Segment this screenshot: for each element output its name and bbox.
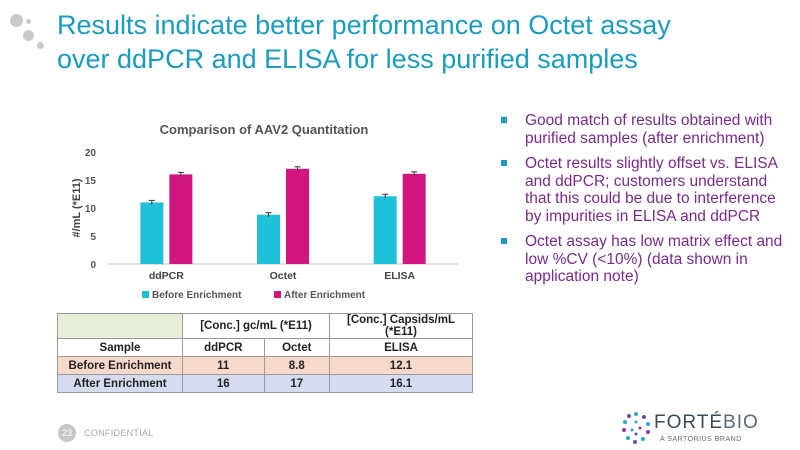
y-tick-label: 15 (85, 176, 97, 187)
bullet-marker-icon (501, 117, 507, 123)
chart-title: Comparison of AAV2 Quantitation (159, 122, 369, 137)
bullet-text: Good match of results obtained with puri… (525, 112, 773, 147)
logo-wordmark: FORTÉBIO (654, 412, 759, 434)
logo-mark-icon (622, 412, 650, 444)
table-header-cell: ddPCR (182, 338, 265, 357)
legend-label: Before Enrichment (152, 290, 242, 301)
legend-label: After Enrichment (284, 290, 366, 301)
slide-title-line-1: Results indicate better performance on O… (57, 10, 671, 40)
bar (373, 196, 397, 264)
table-row: Before Enrichment 11 8.8 12.1 (57, 356, 473, 375)
y-axis-title: #/mL (*E11) (71, 178, 83, 237)
y-tick-label: 5 (90, 232, 96, 243)
bullet-marker-icon (501, 238, 507, 244)
bullet-marker-icon (501, 160, 507, 166)
table-row: After Enrichment 16 17 16.1 (57, 374, 473, 393)
x-tick-label: ddPCR (149, 270, 184, 282)
x-tick-label: ELISA (384, 270, 415, 282)
table-header-cell: Octet (263, 338, 331, 357)
chart-canvas: #/mL (*E11) 0 5 10 15 20 ddPCR Octet ELISA Before… (71, 148, 458, 301)
table-cell: 11 (182, 356, 265, 375)
bullet-item: Good match of results obtained with puri… (498, 112, 790, 147)
bar (140, 202, 164, 264)
table-header-row: Sample ddPCR Octet ELISA (57, 338, 473, 357)
table-cell: 12.1 (329, 356, 473, 375)
bar (286, 168, 309, 264)
y-tick-label: 10 (85, 204, 97, 215)
table-group-header: [Conc.] Capsids/mL (*E11) (329, 313, 473, 339)
bullet-list: Good match of results obtained with puri… (498, 112, 790, 294)
table-group-header-row: [Conc.] gc/mL (*E11) [Conc.] Capsids/mL … (57, 313, 473, 339)
slide-title-line-2: over ddPCR and ELISA for less purified s… (57, 44, 638, 74)
table-cell: Before Enrichment (57, 356, 183, 375)
bullet-text: Octet results slightly offset vs. ELISA … (525, 155, 778, 225)
results-table: [Conc.] gc/mL (*E11) [Conc.] Capsids/mL … (57, 313, 473, 393)
bar-chart: Comparison of AAV2 Quantitation #/mL (*E… (62, 112, 466, 310)
table-cell: 16.1 (329, 374, 473, 393)
bullet-text: Octet assay has low matrix effect and lo… (525, 233, 783, 285)
table-cell: 17 (263, 374, 331, 393)
bar (402, 173, 426, 264)
legend-swatch (142, 291, 149, 298)
table-cell: 8.8 (263, 356, 331, 375)
bar (169, 174, 193, 264)
bullet-item: Octet assay has low matrix effect and lo… (498, 233, 790, 286)
bar (257, 214, 280, 264)
logo-tagline: A SARTORIUS BRAND (660, 436, 742, 443)
confidential-label: CONFIDENTIAL (84, 428, 154, 438)
table-cell: After Enrichment (57, 374, 183, 393)
logo-word-forte: FORTÉ (654, 412, 724, 433)
page-number-badge: 23 (58, 424, 76, 442)
logo-word-bio: BIO (723, 412, 759, 433)
decorative-dot (26, 19, 31, 24)
table-group-header: [Conc.] gc/mL (*E11) (182, 313, 330, 339)
decorative-dot (10, 14, 23, 27)
decorative-dot (37, 42, 44, 49)
y-tick-label: 20 (85, 148, 97, 159)
y-tick-label: 0 (90, 260, 96, 271)
bullet-item: Octet results slightly offset vs. ELISA … (498, 155, 790, 225)
decorative-dot (23, 30, 34, 41)
table-cell: 16 (182, 374, 265, 393)
x-tick-label: Octet (270, 270, 297, 282)
table-header-cell: ELISA (329, 338, 473, 357)
table-header-cell: Sample (57, 338, 183, 357)
fortebio-logo: FORTÉBIO A SARTORIUS BRAND (620, 408, 790, 448)
table-empty-cell (57, 313, 183, 339)
slide-title: Results indicate better performance on O… (57, 8, 792, 76)
legend-swatch (274, 291, 281, 298)
